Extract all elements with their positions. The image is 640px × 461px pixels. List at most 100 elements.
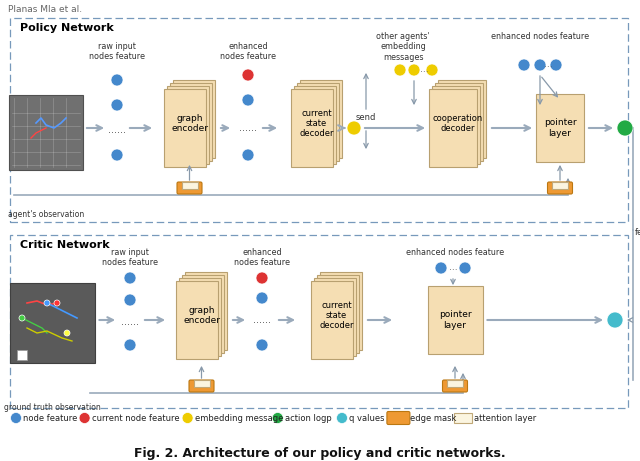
Text: Critic Network: Critic Network bbox=[20, 240, 109, 250]
Text: current node feature: current node feature bbox=[92, 414, 179, 422]
Circle shape bbox=[242, 69, 254, 81]
Text: Fig. 2. Architecture of our policy and critic networks.: Fig. 2. Architecture of our policy and c… bbox=[134, 447, 506, 460]
Circle shape bbox=[111, 99, 123, 111]
Circle shape bbox=[44, 300, 50, 306]
Text: Planas Mla et al.: Planas Mla et al. bbox=[8, 5, 82, 14]
FancyBboxPatch shape bbox=[311, 281, 353, 359]
FancyBboxPatch shape bbox=[314, 278, 356, 356]
Text: feedback: feedback bbox=[635, 228, 640, 237]
Circle shape bbox=[394, 64, 406, 76]
FancyBboxPatch shape bbox=[429, 89, 477, 167]
Circle shape bbox=[256, 339, 268, 351]
Circle shape bbox=[426, 64, 438, 76]
FancyBboxPatch shape bbox=[294, 86, 336, 164]
Text: ground truth observation: ground truth observation bbox=[4, 403, 100, 412]
Text: send: send bbox=[356, 113, 376, 123]
Circle shape bbox=[79, 413, 90, 424]
FancyBboxPatch shape bbox=[164, 89, 206, 167]
FancyBboxPatch shape bbox=[387, 412, 410, 425]
FancyBboxPatch shape bbox=[552, 183, 568, 189]
Text: enhanced nodes feature: enhanced nodes feature bbox=[491, 32, 589, 41]
FancyBboxPatch shape bbox=[438, 80, 486, 158]
FancyBboxPatch shape bbox=[454, 413, 472, 423]
FancyBboxPatch shape bbox=[428, 286, 483, 354]
Text: raw input
nodes feature: raw input nodes feature bbox=[89, 42, 145, 61]
FancyBboxPatch shape bbox=[177, 182, 202, 194]
FancyBboxPatch shape bbox=[173, 80, 215, 158]
FancyBboxPatch shape bbox=[447, 379, 463, 386]
Circle shape bbox=[607, 312, 623, 328]
FancyBboxPatch shape bbox=[435, 83, 483, 161]
Circle shape bbox=[617, 120, 633, 136]
Text: enhanced
nodes feature: enhanced nodes feature bbox=[234, 248, 290, 267]
FancyBboxPatch shape bbox=[182, 183, 198, 189]
Text: ...: ... bbox=[544, 60, 552, 70]
FancyBboxPatch shape bbox=[189, 380, 214, 392]
FancyBboxPatch shape bbox=[193, 379, 209, 386]
Circle shape bbox=[242, 94, 254, 106]
FancyBboxPatch shape bbox=[300, 80, 342, 158]
Text: graph
encoder: graph encoder bbox=[183, 306, 220, 325]
Text: enhanced
nodes feature: enhanced nodes feature bbox=[220, 42, 276, 61]
Circle shape bbox=[242, 149, 254, 161]
Text: action logp: action logp bbox=[285, 414, 332, 422]
FancyBboxPatch shape bbox=[167, 86, 209, 164]
Bar bbox=[10, 235, 628, 408]
Text: other agents'
embedding
messages: other agents' embedding messages bbox=[376, 32, 429, 62]
Text: ......: ...... bbox=[239, 123, 257, 133]
Text: attention layer: attention layer bbox=[474, 414, 536, 422]
Bar bbox=[9, 95, 83, 171]
Text: graph
encoder: graph encoder bbox=[171, 114, 208, 133]
Text: pointer
layer: pointer layer bbox=[544, 118, 576, 138]
FancyBboxPatch shape bbox=[432, 86, 480, 164]
FancyBboxPatch shape bbox=[317, 275, 359, 353]
FancyBboxPatch shape bbox=[547, 182, 573, 194]
Circle shape bbox=[256, 292, 268, 304]
FancyBboxPatch shape bbox=[291, 89, 333, 167]
Circle shape bbox=[10, 413, 22, 424]
FancyBboxPatch shape bbox=[179, 278, 221, 356]
Circle shape bbox=[256, 272, 268, 284]
FancyBboxPatch shape bbox=[320, 272, 362, 350]
Circle shape bbox=[124, 339, 136, 351]
Text: edge mask: edge mask bbox=[410, 414, 457, 422]
FancyBboxPatch shape bbox=[182, 275, 224, 353]
Circle shape bbox=[124, 272, 136, 284]
Circle shape bbox=[337, 413, 348, 424]
Text: ...: ... bbox=[449, 264, 458, 272]
Circle shape bbox=[408, 64, 420, 76]
Text: ......: ...... bbox=[121, 317, 139, 327]
FancyBboxPatch shape bbox=[176, 281, 218, 359]
Text: pointer
layer: pointer layer bbox=[438, 310, 471, 330]
Text: cooperation
decoder: cooperation decoder bbox=[433, 114, 483, 133]
Text: ...: ... bbox=[420, 65, 429, 75]
Text: ......: ...... bbox=[253, 315, 271, 325]
Bar bbox=[17, 350, 27, 360]
Circle shape bbox=[182, 413, 193, 424]
Text: agent's observation: agent's observation bbox=[8, 210, 84, 219]
Bar bbox=[10, 283, 95, 363]
Circle shape bbox=[272, 413, 283, 424]
FancyBboxPatch shape bbox=[170, 83, 212, 161]
Text: current
state
decoder: current state decoder bbox=[319, 301, 354, 331]
Text: current
state
decoder: current state decoder bbox=[300, 109, 333, 138]
Circle shape bbox=[19, 315, 25, 321]
Text: Policy Network: Policy Network bbox=[20, 23, 114, 33]
FancyBboxPatch shape bbox=[297, 83, 339, 161]
Circle shape bbox=[347, 121, 361, 135]
Circle shape bbox=[54, 300, 60, 306]
Circle shape bbox=[534, 59, 546, 71]
Circle shape bbox=[111, 74, 123, 86]
Text: ......: ...... bbox=[108, 125, 126, 135]
Text: node feature: node feature bbox=[23, 414, 77, 422]
Text: raw input
nodes feature: raw input nodes feature bbox=[102, 248, 158, 267]
Circle shape bbox=[111, 149, 123, 161]
Circle shape bbox=[435, 262, 447, 274]
Text: embedding message: embedding message bbox=[195, 414, 283, 422]
Circle shape bbox=[124, 294, 136, 306]
FancyBboxPatch shape bbox=[442, 380, 467, 392]
Circle shape bbox=[518, 59, 530, 71]
Bar bbox=[10, 18, 628, 222]
Circle shape bbox=[64, 330, 70, 336]
Circle shape bbox=[459, 262, 471, 274]
